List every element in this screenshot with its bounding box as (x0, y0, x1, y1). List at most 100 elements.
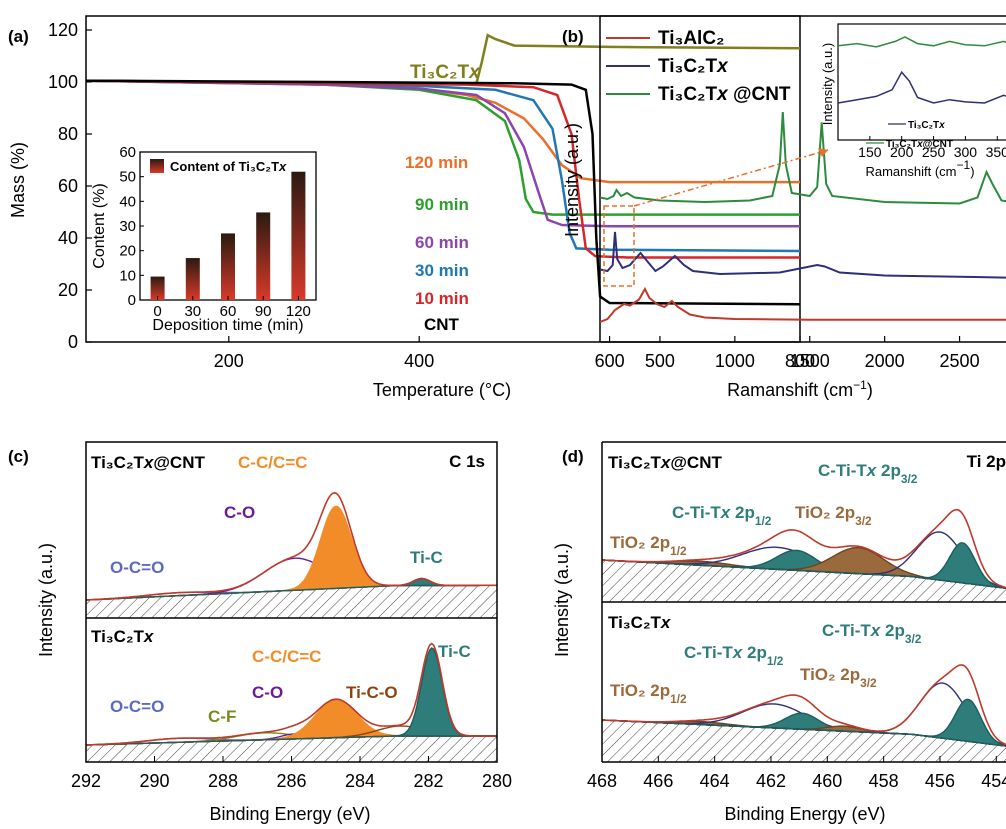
inset-bar (291, 171, 306, 300)
inset-y-tick-label: 60 (119, 144, 136, 161)
inset-legend-text: Content of Ti₃C₂Tx (170, 159, 287, 174)
peak-label-cf-bottom: C-F (208, 707, 236, 726)
inset-b-legend-1: Ti₃C₂Tx (908, 120, 945, 131)
inset-b-y-axis-label: Intensity (a.u.) (820, 43, 835, 125)
y-axis-label-a: Mass (%) (8, 142, 28, 218)
peak-label-oco-top: O-C=O (110, 558, 164, 577)
x-tick-label-b: 1000 (715, 351, 755, 371)
xps-c-background-hatch (86, 585, 497, 618)
y-axis-label-d: Intensity (a.u.) (552, 543, 572, 657)
x-tick-label-c: 280 (482, 771, 512, 791)
x-tick-label-a: 600 (595, 351, 625, 371)
inset-b-x-tick-label: 350 (986, 144, 1006, 160)
inset-b-frame (837, 23, 1006, 141)
subpanel-label-bottom-c: Ti₃C₂Tx (91, 627, 155, 646)
series-label-120: 120 min (405, 153, 468, 172)
xps-c-peak-ti-c (85, 647, 497, 746)
zoom-arrowhead (818, 148, 828, 157)
inset-x-tick-label: 60 (220, 303, 237, 320)
series-label-ti3c2tx: Ti₃C₂Tx (410, 62, 481, 83)
inset-x-tick-label: 90 (255, 303, 272, 320)
series-label-60: 60 min (415, 233, 469, 252)
panel-a-label: (a) (8, 27, 29, 46)
y-tick-label-a: 0 (68, 332, 78, 352)
zoom-arrow (633, 149, 829, 207)
y-tick-label-a: 60 (58, 176, 78, 196)
x-tick-label-c: 286 (276, 771, 306, 791)
panel-c-label: (c) (8, 447, 29, 466)
inset-bar (221, 233, 235, 300)
x-tick-label-c: 282 (413, 771, 443, 791)
peak-label-tio2-12-top: TiO₂ 2p1/2 (610, 533, 687, 558)
y-tick-label-a: 120 (48, 20, 78, 40)
xps-c-envelope (85, 491, 497, 601)
xps-d-peak-c-ti-tx-2p3-2-teal- (601, 698, 1006, 747)
xps-d-envelope (601, 508, 1006, 589)
series-line-10-min (85, 79, 800, 259)
y-tick-label-a: 20 (58, 280, 78, 300)
x-tick-label-b: 1500 (790, 351, 830, 371)
peak-label-ctitx-12-top: C-Ti-Tx 2p1/2 (672, 503, 772, 528)
x-axis-label-d: Binding Energy (eV) (724, 804, 885, 824)
inset-y-tick-label: 40 (119, 193, 136, 210)
inset-b-x-tick-label: 300 (954, 144, 978, 160)
legend-label-b: Ti₃C₂Tx (658, 56, 729, 77)
peak-label-ctitx-32-bottom: C-Ti-Tx 2p3/2 (822, 621, 922, 646)
inset-b-legend-2: Ti₃C₂Tx@CNT (886, 139, 953, 150)
x-tick-label-a: 400 (404, 351, 434, 371)
inset-bar (256, 212, 271, 300)
inset-y-axis-label: Content (%) (91, 183, 108, 268)
series-label-cnt: CNT (424, 315, 460, 334)
inset-x-axis-label: Deposition time (min) (152, 317, 303, 334)
x-tick-label-c: 292 (71, 771, 101, 791)
series-label-30: 30 min (415, 261, 469, 280)
inset-b-x-tick-label: 250 (922, 144, 946, 160)
raman-series-ti3alc2 (599, 286, 1006, 323)
legend-label-b: Ti₃AlC₂ (658, 28, 725, 49)
x-axis-label-a: Temperature (°C) (373, 380, 511, 400)
legend-label-b: Ti₃C₂Tx @CNT (658, 84, 791, 105)
inset-x-tick-label: 120 (286, 303, 311, 320)
y-axis-label-b: Intensity (a.u.) (562, 123, 582, 237)
x-tick-label-b: 2500 (940, 351, 980, 371)
panel-d-label: (d) (562, 447, 584, 466)
inset-y-tick-label: 0 (128, 292, 136, 309)
xps-c-envelope (85, 642, 497, 746)
subpanel-label-bottom-d: Ti₃C₂Tx (608, 613, 672, 632)
x-axis-label-b: Ramanshift (cm−1) (727, 378, 873, 400)
series-line-cnt (85, 79, 801, 306)
inset-b-x-tick-label: 150 (858, 144, 882, 160)
series-line-60-min (85, 79, 800, 228)
inset-b-series (837, 36, 1006, 48)
x-tick-label-c: 284 (345, 771, 375, 791)
peak-label-tico-bottom: Ti-C-O (346, 683, 398, 702)
raman-series-ti3c2tx (599, 231, 1006, 279)
y-tick-label-a: 80 (58, 124, 78, 144)
peak-label-tio2-12-bottom: TiO₂ 2p1/2 (610, 681, 687, 706)
y-axis-label-c: Intensity (a.u.) (36, 543, 56, 657)
peak-label-cc-bottom: C-C/C=C (252, 647, 321, 666)
inset-x-tick-label: 0 (153, 303, 161, 320)
x-tick-label-c: 288 (208, 771, 238, 791)
x-tick-label-d: 464 (700, 771, 730, 791)
inset-b-series (837, 70, 1006, 104)
x-tick-label-d: 456 (925, 771, 955, 791)
xps-d-peak-c-ti-tx-2p3-2-teal- (601, 542, 1006, 589)
inset-bar (185, 258, 200, 300)
x-tick-label-a: 200 (214, 351, 244, 371)
x-axis-label-c: Binding Energy (eV) (209, 804, 370, 824)
peak-label-tic-top: Ti-C (410, 548, 443, 567)
x-tick-label-a: 800 (785, 351, 815, 371)
x-tick-label-b: 500 (645, 351, 675, 371)
x-tick-label-d: 468 (587, 771, 617, 791)
core-level-label-d: Ti 2p (967, 452, 1006, 471)
inset-legend-swatch (150, 159, 164, 173)
inset-y-tick-label: 50 (119, 169, 136, 186)
x-tick-label-d: 454 (981, 771, 1006, 791)
inset-y-tick-label: 20 (119, 243, 136, 260)
peak-label-tic-bottom: Ti-C (438, 642, 471, 661)
xps-c-peak-ti-c (85, 577, 497, 601)
zoom-box (603, 205, 635, 287)
peak-label-oco-bottom: O-C=O (110, 697, 164, 716)
